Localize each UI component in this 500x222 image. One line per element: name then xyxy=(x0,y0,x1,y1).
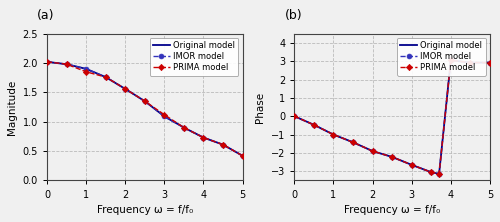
Original model xyxy=(209,139,215,142)
PRIMA model xyxy=(487,61,493,64)
IMOR model xyxy=(200,136,206,139)
PRIMA model xyxy=(468,61,473,64)
X-axis label: Frequency ω = f/f₀: Frequency ω = f/f₀ xyxy=(344,205,440,215)
IMOR model xyxy=(428,171,434,174)
Y-axis label: Phase: Phase xyxy=(256,91,266,123)
IMOR model xyxy=(292,115,298,118)
IMOR model xyxy=(162,115,168,118)
Original model xyxy=(330,133,336,136)
PRIMA model xyxy=(44,60,50,63)
Original model xyxy=(44,61,51,63)
IMOR model xyxy=(448,59,454,61)
Line: IMOR model: IMOR model xyxy=(44,59,245,158)
IMOR model xyxy=(64,63,70,65)
Original model xyxy=(428,171,434,174)
PRIMA model xyxy=(162,113,168,116)
Line: IMOR model: IMOR model xyxy=(292,58,492,176)
PRIMA model xyxy=(181,126,187,129)
IMOR model xyxy=(142,100,148,103)
PRIMA model xyxy=(122,87,128,90)
Legend: Original model, IMOR model, PRIMA model: Original model, IMOR model, PRIMA model xyxy=(397,38,486,76)
Text: (a): (a) xyxy=(38,9,55,22)
PRIMA model xyxy=(311,123,317,126)
Original model xyxy=(468,61,473,64)
PRIMA model xyxy=(350,141,356,144)
Line: Original model: Original model xyxy=(294,60,490,174)
Original model xyxy=(240,155,246,157)
Original model xyxy=(222,144,228,147)
Original model xyxy=(350,141,356,144)
PRIMA model xyxy=(142,100,148,103)
IMOR model xyxy=(83,67,89,70)
IMOR model xyxy=(44,60,50,63)
IMOR model xyxy=(487,61,493,64)
PRIMA model xyxy=(428,171,434,174)
Original model xyxy=(311,123,317,126)
Text: (b): (b) xyxy=(284,9,302,22)
Original model xyxy=(292,115,298,118)
X-axis label: Frequency ω = f/f₀: Frequency ω = f/f₀ xyxy=(96,205,193,215)
IMOR model xyxy=(181,126,187,129)
PRIMA model xyxy=(292,115,298,118)
Line: PRIMA model: PRIMA model xyxy=(45,59,245,158)
PRIMA model xyxy=(436,172,442,175)
PRIMA model xyxy=(64,63,70,65)
Y-axis label: Magnitude: Magnitude xyxy=(7,79,17,135)
Original model xyxy=(44,60,50,63)
IMOR model xyxy=(240,155,246,157)
PRIMA model xyxy=(83,70,89,73)
Original model xyxy=(160,114,166,117)
PRIMA model xyxy=(220,143,226,146)
IMOR model xyxy=(389,156,395,158)
IMOR model xyxy=(122,87,128,90)
Line: Original model: Original model xyxy=(47,62,242,156)
IMOR model xyxy=(350,141,356,144)
Original model xyxy=(408,164,414,166)
IMOR model xyxy=(311,123,317,126)
Legend: Original model, IMOR model, PRIMA model: Original model, IMOR model, PRIMA model xyxy=(150,38,238,76)
PRIMA model xyxy=(330,133,336,136)
Original model xyxy=(160,114,166,117)
Original model xyxy=(370,150,376,153)
PRIMA model xyxy=(448,59,454,61)
IMOR model xyxy=(102,76,108,78)
Original model xyxy=(436,172,442,175)
PRIMA model xyxy=(370,150,376,153)
IMOR model xyxy=(220,143,226,146)
PRIMA model xyxy=(102,76,108,78)
PRIMA model xyxy=(200,136,206,139)
Original model xyxy=(448,59,454,61)
Original model xyxy=(164,117,170,119)
IMOR model xyxy=(330,133,336,136)
Original model xyxy=(389,156,395,158)
PRIMA model xyxy=(408,164,414,166)
IMOR model xyxy=(436,172,442,175)
IMOR model xyxy=(370,150,376,153)
PRIMA model xyxy=(240,155,246,157)
Line: PRIMA model: PRIMA model xyxy=(292,58,492,176)
IMOR model xyxy=(468,61,473,64)
PRIMA model xyxy=(389,156,395,158)
Original model xyxy=(487,61,493,64)
IMOR model xyxy=(408,164,414,166)
